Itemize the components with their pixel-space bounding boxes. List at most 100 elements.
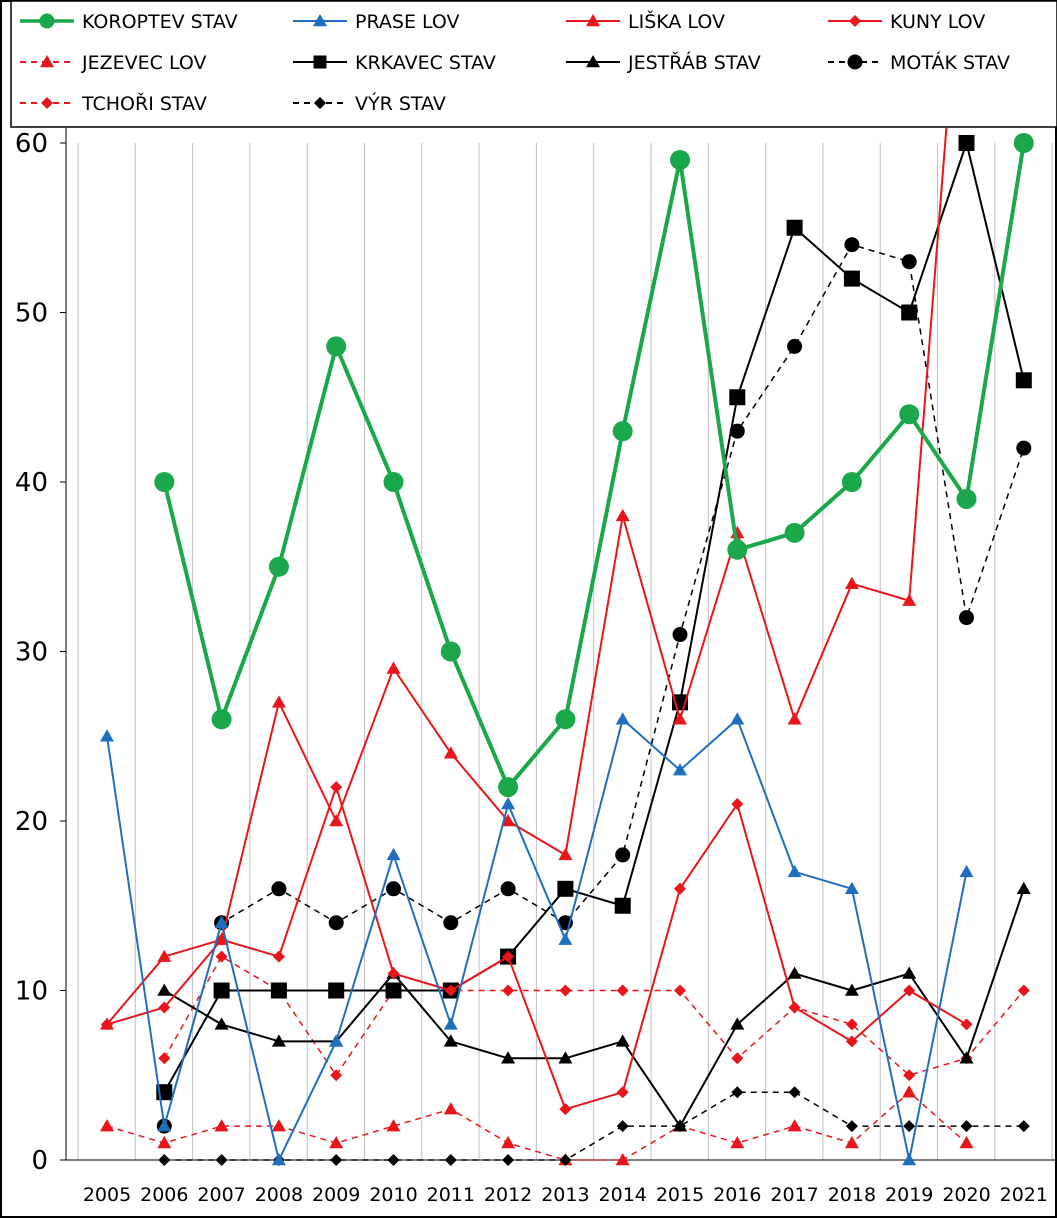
series-line [163, 142, 1025, 1093]
data-point [313, 14, 327, 27]
data-point [614, 897, 631, 914]
x-tick-label: 2017 [770, 1184, 818, 1206]
data-point [41, 97, 53, 109]
data-point [786, 219, 803, 236]
series-line [106, 1091, 967, 1161]
data-point [730, 1017, 745, 1030]
data-point [673, 712, 687, 725]
legend-label: JESTŘÁB STAV [627, 51, 761, 74]
data-point [158, 1154, 171, 1166]
data-point [787, 712, 802, 725]
data-point [330, 781, 343, 794]
legend-label: LIŠKA LOV [628, 9, 725, 33]
x-tick-label: 2006 [140, 1184, 188, 1206]
x-tick-label: 2018 [828, 1184, 876, 1206]
data-point [330, 1069, 343, 1082]
series-prase-lov [100, 712, 974, 1166]
x-tick-label: 2021 [1000, 1184, 1048, 1206]
data-point [615, 508, 630, 522]
data-point [849, 15, 861, 27]
data-point [271, 1153, 286, 1166]
data-point [844, 1136, 859, 1149]
legend-item: VÝR STAV [293, 92, 446, 115]
data-point [729, 423, 745, 439]
data-point [844, 881, 859, 895]
data-point [902, 1085, 917, 1098]
legend-label: TCHOŘI STAV [81, 92, 207, 115]
data-point [443, 1102, 458, 1115]
data-point [731, 798, 744, 811]
data-point [673, 763, 687, 776]
data-point [670, 149, 690, 170]
data-point [383, 472, 404, 492]
data-point [959, 1136, 974, 1149]
data-point [501, 797, 516, 810]
legend-label: KUNY LOV [890, 11, 985, 33]
x-tick-label: 2016 [713, 1184, 761, 1206]
data-point [214, 915, 229, 928]
data-point [559, 1154, 572, 1166]
data-point [615, 712, 630, 725]
data-point [844, 237, 860, 253]
data-point [586, 55, 600, 68]
legend-item: JESTŘÁB STAV [566, 51, 761, 74]
legend-item: LIŠKA LOV [566, 9, 725, 33]
data-point [559, 1103, 572, 1116]
legend-item: TCHOŘI STAV [20, 92, 207, 115]
data-point [844, 576, 859, 589]
data-point [558, 932, 573, 945]
data-point [616, 984, 629, 997]
legend-item: KOROPTEV STAV [20, 11, 238, 33]
data-point [213, 982, 230, 999]
data-point [330, 1154, 343, 1166]
y-tick-label: 50 [15, 299, 48, 329]
data-point [387, 967, 400, 980]
legend-label: MOTÁK STAV [890, 51, 1010, 74]
data-point [211, 709, 232, 730]
series-line [163, 888, 1025, 1128]
data-point [100, 1119, 114, 1132]
data-point [727, 539, 748, 560]
data-point [271, 695, 286, 708]
series-koroptev-stav [154, 133, 1034, 798]
data-point [501, 1051, 516, 1064]
y-tick-label: 60 [15, 129, 48, 159]
data-point [502, 950, 515, 963]
data-point [100, 1017, 114, 1030]
data-point [502, 1154, 515, 1166]
y-tick-label: 40 [15, 468, 48, 498]
data-point [672, 627, 688, 643]
legend: KOROPTEV STAV PRASE LOV LIŠKA LOV KUNY LOV J… [20, 9, 1010, 115]
data-point [787, 1119, 802, 1132]
data-point [784, 522, 805, 543]
series-line [106, 786, 968, 1111]
data-point [960, 1120, 973, 1133]
data-point [903, 1069, 916, 1082]
x-tick-label: 2012 [484, 1184, 532, 1206]
series-line [106, 128, 948, 1026]
data-point [731, 1052, 744, 1065]
data-point [502, 984, 515, 997]
data-point [557, 880, 574, 897]
data-point [960, 1018, 973, 1031]
data-point [386, 847, 401, 861]
series-jezevec-lov [100, 1085, 974, 1166]
data-point [674, 882, 686, 895]
data-point [1013, 133, 1034, 153]
data-point [386, 881, 401, 897]
data-point [157, 1136, 172, 1149]
data-point [271, 1119, 286, 1132]
data-point [899, 404, 920, 425]
series-layer [100, 128, 1034, 1166]
data-point [39, 13, 55, 29]
data-point [674, 984, 686, 997]
data-point [615, 847, 631, 863]
data-point [158, 1052, 171, 1065]
legend-label: VÝR STAV [355, 92, 446, 115]
data-point [500, 881, 516, 897]
data-point [586, 14, 600, 27]
data-point [271, 881, 287, 897]
x-tick-label: 2015 [656, 1184, 704, 1206]
data-point [616, 1086, 629, 1099]
